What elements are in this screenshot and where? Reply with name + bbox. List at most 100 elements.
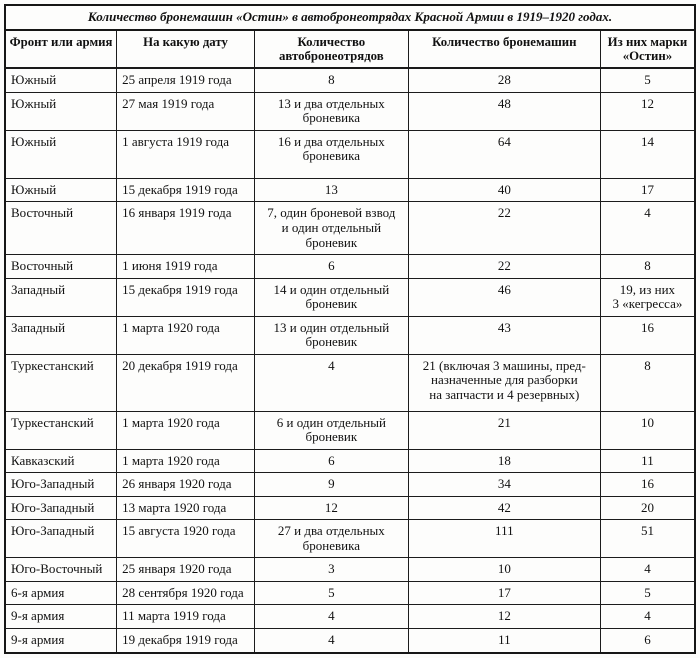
table-row: Восточный 1 июня 1919 года 6 22 8	[4, 254, 696, 279]
table-cell: 14	[599, 129, 696, 179]
table-cell: 27 и два отдельных броневика	[253, 519, 409, 559]
table-cell: 6	[253, 448, 409, 474]
table-cell: 4	[599, 201, 696, 256]
table-cell: 9	[253, 472, 409, 497]
table-cell: 17	[599, 177, 696, 203]
table-cell: 6	[253, 254, 409, 279]
table-cell: Юго-Западный	[4, 472, 118, 497]
table-row: 9-я армия 19 декабря 1919 года 4 11 6	[4, 627, 696, 654]
table-cell: Южный	[4, 129, 118, 179]
table-cell: 11	[407, 627, 601, 654]
table-cell: 16 и два отдельных броневика	[253, 129, 409, 179]
table-cell: 64	[407, 129, 601, 179]
table-cell: 4	[599, 604, 696, 629]
table-cell: Южный	[4, 67, 118, 93]
table-row: Южный 27 мая 1919 года 13 и два отдельных …	[4, 91, 696, 131]
table-row: Западный 1 марта 1920 года 13 и один отдел…	[4, 315, 696, 355]
column-header-armored-cars: Количество бронемашин	[407, 29, 601, 70]
table-row: Юго-Западный 15 августа 1920 года 27 и два…	[4, 519, 696, 559]
table-cell: Юго-Восточный	[4, 557, 118, 582]
table-cell: 8	[253, 67, 409, 93]
table-cell: Западный	[4, 315, 118, 355]
table-cell: 13 и два отдельных броневика	[253, 91, 409, 131]
table-cell: 111	[407, 519, 601, 559]
table-cell: 19, из них 3 «кегресса»	[599, 277, 696, 317]
table-cell: 11 марта 1919 года	[116, 604, 255, 629]
table-cell: 21	[407, 410, 601, 450]
table-body: Южный 25 апреля 1919 года 8 28 5 Южный 27 мая …	[4, 67, 696, 654]
table-row: Южный 25 апреля 1919 года 8 28 5	[4, 67, 696, 93]
table-cell: 17	[407, 580, 601, 606]
table-cell: 9-я армия	[4, 604, 118, 629]
table-cell: 4	[253, 353, 409, 412]
table-cell: 11	[599, 448, 696, 474]
table-cell: 14 и один отдельный броневик	[253, 277, 409, 317]
table-row: Южный 1 августа 1919 года 16 и два отдельн…	[4, 129, 696, 179]
table-row: Юго-Западный 13 марта 1920 года 12 42 20	[4, 495, 696, 521]
column-header-austin-count: Из них марки «Остин»	[599, 29, 696, 70]
table-cell: 51	[599, 519, 696, 559]
table-cell: 6	[599, 627, 696, 654]
table-cell: Восточный	[4, 254, 118, 279]
table-cell: 8	[599, 353, 696, 412]
table-cell: 15 августа 1920 года	[116, 519, 255, 559]
table-cell: 48	[407, 91, 601, 131]
table-cell: 26 января 1920 года	[116, 472, 255, 497]
table-cell: 40	[407, 177, 601, 203]
table-cell: 9-я армия	[4, 627, 118, 654]
table-cell: 46	[407, 277, 601, 317]
table-row: Западный 15 декабря 1919 года 14 и один от…	[4, 277, 696, 317]
table-cell: 4	[253, 627, 409, 654]
table-cell: 1 марта 1920 года	[116, 410, 255, 450]
table-cell: 18	[407, 448, 601, 474]
table-cell: 12	[599, 91, 696, 131]
table-title: Количество бронемашин «Остин» в автоброн…	[4, 4, 696, 31]
table-cell: 28	[407, 67, 601, 93]
table-cell: Южный	[4, 177, 118, 203]
table-cell: 13 и один отдельный броневик	[253, 315, 409, 355]
table-row: Туркестанский 1 марта 1920 года 6 и один о…	[4, 410, 696, 450]
table-cell: 12	[407, 604, 601, 629]
table-row: 6-я армия 28 сентября 1920 года 5 17 5	[4, 580, 696, 606]
table-row: Южный 15 декабря 1919 года 13 40 17	[4, 177, 696, 203]
table-cell: Восточный	[4, 201, 118, 256]
table-cell: 1 марта 1920 года	[116, 315, 255, 355]
table-cell: 43	[407, 315, 601, 355]
table-cell: 13	[253, 177, 409, 203]
table-cell: 34	[407, 472, 601, 497]
table-cell: Туркестанский	[4, 353, 118, 412]
table-cell: 22	[407, 201, 601, 256]
table-cell: 5	[599, 580, 696, 606]
column-header-front: Фронт или армия	[4, 29, 118, 70]
table-cell: Западный	[4, 277, 118, 317]
table-cell: 7, один броневой взвод и один отдельный …	[253, 201, 409, 256]
table-cell: 12	[253, 495, 409, 521]
table-cell: 15 декабря 1919 года	[116, 277, 255, 317]
table-cell: 4	[253, 604, 409, 629]
column-header-date: На какую дату	[116, 29, 255, 70]
table-cell: 15 декабря 1919 года	[116, 177, 255, 203]
table-cell: Южный	[4, 91, 118, 131]
table-cell: 10	[599, 410, 696, 450]
table-cell: 16	[599, 315, 696, 355]
table-header-row: Фронт или армия На какую дату Количество…	[4, 29, 696, 70]
table-cell: 22	[407, 254, 601, 279]
table-cell: 13 марта 1920 года	[116, 495, 255, 521]
table-row: Юго-Восточный 25 января 1920 года 3 10 4	[4, 557, 696, 582]
table-cell: 25 января 1920 года	[116, 557, 255, 582]
column-header-detachments: Количество автобронеотрядов	[253, 29, 409, 70]
table-row: Кавказский 1 марта 1920 года 6 18 11	[4, 448, 696, 474]
table-cell: 5	[599, 67, 696, 93]
table-row: Восточный 16 января 1919 года 7, один брон…	[4, 201, 696, 256]
table-cell: 20 декабря 1919 года	[116, 353, 255, 412]
table-cell: Туркестанский	[4, 410, 118, 450]
table-cell: 28 сентября 1920 года	[116, 580, 255, 606]
table-cell: 10	[407, 557, 601, 582]
table-row: Юго-Западный 26 января 1920 года 9 34 16	[4, 472, 696, 497]
austin-armored-cars-table: Количество бронемашин «Остин» в автоброн…	[4, 4, 696, 654]
table-title-row: Количество бронемашин «Остин» в автоброн…	[4, 4, 696, 31]
table-cell: 1 июня 1919 года	[116, 254, 255, 279]
table-cell: 42	[407, 495, 601, 521]
table-cell: 8	[599, 254, 696, 279]
